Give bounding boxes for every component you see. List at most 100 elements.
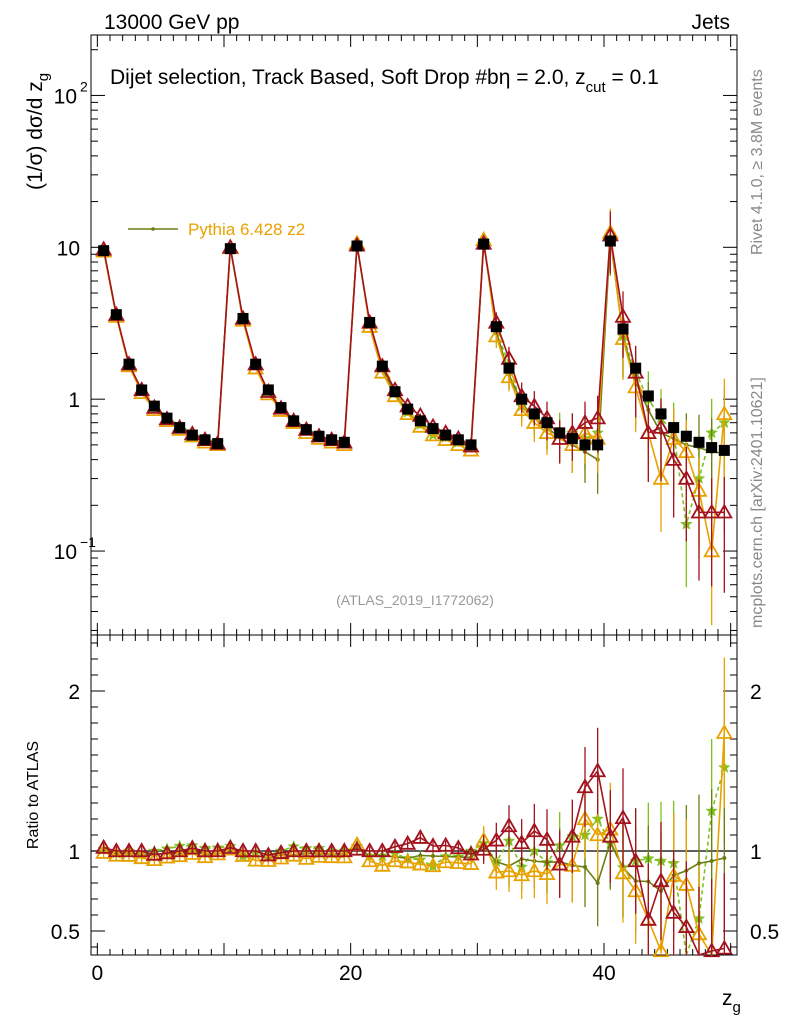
ratio-marker-mc-red [145, 845, 163, 861]
legend-marker [151, 227, 155, 231]
ratio-marker-mc-red [411, 828, 429, 844]
ratio-marker-mc-red [297, 842, 315, 858]
ratio-marker-mc-red [538, 830, 556, 846]
ratio-marker-mc-red [120, 842, 138, 858]
data-point-atlas [516, 393, 528, 405]
data-point-atlas [630, 362, 642, 374]
ratio-marker-mc-red [133, 842, 151, 858]
data-point-atlas [440, 429, 452, 441]
ratio-marker-mc-red [348, 840, 366, 856]
marker-mc-orange [424, 426, 442, 442]
legend-label: Pythia 6.428 z2 [188, 220, 305, 239]
data-point-atlas [604, 235, 616, 247]
marker-mc-red [589, 409, 607, 425]
data-point-atlas [262, 384, 274, 396]
ratio-marker-mc-red [95, 838, 113, 854]
data-point-atlas [706, 442, 718, 454]
marker-mc-red [639, 424, 657, 440]
ratio-marker-mc-red [171, 842, 189, 858]
data-point-atlas [465, 439, 477, 451]
data-point-atlas [478, 238, 490, 250]
ratio-marker-mc-red [449, 839, 467, 855]
ratio-marker-mc-orange [234, 846, 252, 862]
series-layer [95, 208, 733, 626]
main-ylabel: (1/σ) dσ/d zg [24, 73, 52, 190]
data-point-atlas [402, 403, 414, 415]
ratio-marker-mc-orange [158, 848, 176, 864]
data-point-atlas [376, 360, 388, 372]
marker-mc-orange [513, 401, 531, 417]
ratio-marker-mc-orange [715, 723, 733, 739]
ratio-y-tick-label-right: 0.5 [750, 921, 779, 944]
title-tail: = 0.1 [606, 66, 659, 89]
legend: Pythia 6.428 z2 [128, 220, 305, 239]
ratio-marker-mc-orange [373, 856, 391, 872]
data-point-atlas [338, 436, 350, 448]
series-line-pythia-6-428-z2 [102, 237, 725, 461]
ratio-marker-mc-red [196, 842, 214, 858]
ratio-marker-mc-orange [500, 862, 518, 878]
marker-mc-orange [715, 405, 733, 421]
marker-mc-orange [487, 327, 505, 343]
data-point-atlas [592, 439, 604, 451]
ratio-marker-mc-red [563, 827, 581, 843]
data-point-atlas [680, 430, 692, 442]
ratio-marker-mc-red [259, 846, 277, 862]
data-point-atlas [541, 417, 553, 429]
marker-mc-red [703, 503, 721, 519]
marker-mc-red [665, 450, 683, 466]
data-point-atlas [617, 323, 629, 335]
data-point-atlas [237, 312, 249, 324]
marker-mc-red [614, 307, 632, 323]
ratio-marker-mc-red [234, 842, 252, 858]
data-point-atlas [136, 384, 148, 396]
ratio-marker-mc-orange [285, 846, 303, 862]
ratio-marker-mc-red [614, 809, 632, 825]
ratio-marker-pythia-6-428-z2 [431, 854, 435, 858]
data-point-atlas [364, 316, 376, 328]
data-point-atlas [693, 436, 705, 448]
title-sub: cut [586, 79, 607, 96]
ratio-marker-mc-red [462, 845, 480, 861]
ratio-marker-mc-red [247, 842, 265, 858]
marker-mc-orange [500, 368, 518, 384]
ratio-marker-mc-red [589, 762, 607, 778]
data-point-atlas [174, 422, 186, 434]
data-point-atlas [579, 439, 591, 451]
chart-title: Dijet selection, Track Based, Soft Drop … [110, 66, 659, 96]
main-y-tick-exponent: −1 [80, 534, 96, 550]
data-point-atlas [554, 427, 566, 439]
ratio-layer [91, 657, 737, 958]
main-y-tick-label: 1 [68, 389, 80, 412]
ratio-marker-mc-red [652, 872, 670, 888]
data-point-atlas [427, 423, 439, 435]
ratio-marker-mc-red [627, 852, 645, 868]
ratio-marker-mc-orange [386, 852, 404, 868]
data-point-atlas [250, 358, 262, 370]
series-line-mc-green [102, 237, 725, 525]
data-point-atlas [718, 444, 730, 456]
ratio-ylabel: Ratio to ATLAS [25, 741, 42, 849]
ratio-marker-mc-red [703, 942, 721, 958]
ratio-panel-frame [90, 634, 738, 956]
ratio-marker-mc-orange [437, 853, 455, 869]
data-point-atlas [148, 400, 160, 412]
main-y-tick-label: 10 [54, 541, 77, 564]
data-point-atlas [655, 408, 667, 420]
mcplots-label: mcplots.cern.ch [arXiv:2401.10621] [749, 377, 766, 628]
ratio-marker-mc-orange [449, 854, 467, 870]
ratio-marker-mc-red [285, 842, 303, 858]
ratio-marker-mc-orange [120, 846, 138, 862]
ratio-marker-mc-orange [424, 857, 442, 873]
ratio-marker-mc-red [513, 834, 531, 850]
ratio-marker-mc-red [323, 842, 341, 858]
data-point-atlas [414, 415, 426, 427]
data-point-atlas [288, 415, 300, 427]
ratio-marker-mc-orange [209, 845, 227, 861]
ratio-marker-mc-red [475, 840, 493, 856]
ratio-marker-pythia-6-428-z2 [418, 853, 423, 858]
ratio-marker-mc-red [437, 836, 455, 852]
data-point-atlas [300, 424, 312, 436]
data-point-atlas [98, 245, 110, 257]
